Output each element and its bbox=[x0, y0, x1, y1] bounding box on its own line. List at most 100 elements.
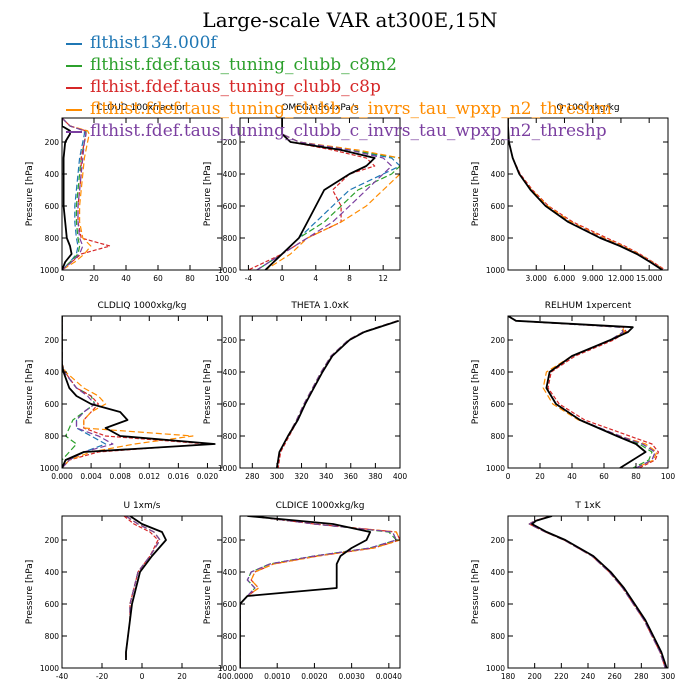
series-line-5 bbox=[508, 316, 656, 468]
x-tick-label: 12 bbox=[378, 274, 388, 283]
y-axis-label: Pressure [hPa] bbox=[203, 360, 213, 425]
y-axis-label: Pressure [hPa] bbox=[471, 560, 481, 625]
y-tick-label: 800 bbox=[491, 632, 506, 641]
y-tick-label: 200 bbox=[491, 536, 506, 545]
y-tick-label: 800 bbox=[45, 234, 60, 243]
x-tick-label: -20 bbox=[96, 672, 108, 681]
x-tick-label: 280 bbox=[634, 672, 649, 681]
series-line-2 bbox=[508, 316, 653, 468]
series-line-3 bbox=[528, 516, 666, 668]
panel-title: RELHUM 1xpercent bbox=[545, 301, 632, 311]
y-tick-label: 1000 bbox=[40, 464, 59, 473]
y-tick-label: 1000 bbox=[218, 266, 237, 275]
series-line-1 bbox=[508, 316, 656, 468]
panel-7: U 1xm/s Pressure [hPa] -40 -20 0 20 40 200 400 60… bbox=[25, 501, 227, 681]
x-tick-label: 180 bbox=[501, 672, 516, 681]
x-tick-label: 12.000 bbox=[608, 274, 634, 283]
x-tick-label: 400 bbox=[393, 472, 408, 481]
x-tick-label: 380 bbox=[368, 472, 383, 481]
plot-frame bbox=[507, 515, 669, 669]
x-tick-label: 3.000 bbox=[525, 274, 547, 283]
x-tick-label: 0.016 bbox=[168, 472, 190, 481]
series-line-1 bbox=[240, 516, 397, 668]
y-tick-label: 200 bbox=[45, 536, 60, 545]
x-tick-label: 4 bbox=[313, 274, 318, 283]
panel-title: Q 1000xkg/kg bbox=[556, 103, 619, 113]
x-tick-label: 360 bbox=[344, 472, 359, 481]
y-tick-label: 600 bbox=[491, 400, 506, 409]
y-tick-label: 200 bbox=[223, 336, 238, 345]
plot-frame bbox=[507, 315, 669, 469]
series-line-reference bbox=[62, 316, 216, 468]
y-axis-label: Pressure [hPa] bbox=[203, 162, 213, 227]
panel-title: THETA 1.0xK bbox=[290, 301, 349, 311]
y-tick-label: 200 bbox=[45, 336, 60, 345]
y-tick-label: 1000 bbox=[40, 664, 59, 673]
x-tick-label: 40 bbox=[217, 672, 227, 681]
legend-item: flthist.fdef.taus_tuning_clubb_c_invrs_t… bbox=[66, 120, 612, 142]
plot-frame bbox=[239, 117, 401, 271]
panel-title: U 1xm/s bbox=[124, 501, 161, 511]
series-line-4 bbox=[240, 516, 400, 668]
y-axis-label: Pressure [hPa] bbox=[471, 360, 481, 425]
y-tick-label: 800 bbox=[491, 234, 506, 243]
series-line-reference bbox=[125, 516, 167, 660]
plot-frame bbox=[239, 515, 401, 669]
y-tick-label: 800 bbox=[223, 432, 238, 441]
series-line-2 bbox=[528, 516, 666, 668]
series-line-5 bbox=[240, 516, 397, 668]
x-tick-label: -40 bbox=[56, 672, 68, 681]
series-line-reference bbox=[531, 516, 668, 668]
x-tick-label: 220 bbox=[554, 672, 569, 681]
y-tick-label: 400 bbox=[45, 368, 60, 377]
y-axis-label: Pressure [hPa] bbox=[25, 360, 35, 425]
x-tick-label: 20 bbox=[535, 472, 545, 481]
x-tick-label: 260 bbox=[608, 672, 623, 681]
y-tick-label: 600 bbox=[223, 400, 238, 409]
x-tick-label: 0.012 bbox=[139, 472, 161, 481]
plot-frame bbox=[61, 515, 223, 669]
series-line-5 bbox=[256, 118, 393, 270]
x-tick-label: 320 bbox=[294, 472, 309, 481]
series-line-2 bbox=[62, 118, 87, 270]
x-tick-label: 60 bbox=[599, 472, 609, 481]
x-tick-label: 100 bbox=[661, 472, 676, 481]
series-line-3 bbox=[240, 516, 400, 668]
y-tick-label: 600 bbox=[45, 202, 60, 211]
panel-4: CLDLIQ 1000xkg/kg Pressure [hPa] 0.000 0.00… bbox=[25, 301, 223, 481]
series-line-2 bbox=[276, 320, 398, 468]
x-tick-label: 80 bbox=[185, 274, 195, 283]
plot-frame bbox=[61, 315, 223, 469]
y-axis-label: Pressure [hPa] bbox=[203, 560, 213, 625]
y-tick-label: 400 bbox=[223, 170, 238, 179]
y-tick-label: 600 bbox=[223, 202, 238, 211]
x-tick-label: 8 bbox=[347, 274, 352, 283]
x-tick-label: 280 bbox=[245, 472, 260, 481]
y-tick-label: 1000 bbox=[218, 664, 237, 673]
series-line-4 bbox=[508, 316, 658, 468]
y-tick-label: 400 bbox=[491, 368, 506, 377]
x-tick-label: 0.004 bbox=[80, 472, 102, 481]
panel-title: CLOUD 100xfraction bbox=[96, 103, 188, 113]
panel-9: T 1xK Pressure [hPa] 180 200 220 240 260 280 300… bbox=[471, 501, 675, 681]
y-tick-label: 200 bbox=[45, 138, 60, 147]
legend-swatch bbox=[66, 65, 82, 67]
plot-frame bbox=[61, 117, 223, 271]
x-tick-label: 80 bbox=[631, 472, 641, 481]
series-line-5 bbox=[528, 516, 666, 668]
legend-label: flthist.fdef.taus_tuning_clubb_c8p bbox=[90, 77, 381, 97]
series-line-4 bbox=[528, 516, 666, 668]
y-axis-label: Pressure [hPa] bbox=[25, 162, 35, 227]
legend-label: flthist.fdef.taus_tuning_clubb_c8m2 bbox=[90, 55, 397, 75]
legend-label: flthist.fdef.taus_tuning_clubb_c_invrs_t… bbox=[90, 99, 612, 119]
panel-title: CLDLIQ 1000xkg/kg bbox=[98, 301, 187, 311]
series-line-3 bbox=[508, 316, 660, 468]
series-line-4 bbox=[508, 118, 665, 270]
x-tick-label: 60 bbox=[153, 274, 163, 283]
legend-swatch bbox=[66, 109, 82, 111]
legend-label: flthist.fdef.taus_tuning_clubb_c_invrs_t… bbox=[90, 121, 607, 141]
x-tick-label: 20 bbox=[89, 274, 99, 283]
series-line-4 bbox=[276, 320, 398, 468]
y-tick-label: 400 bbox=[45, 170, 60, 179]
